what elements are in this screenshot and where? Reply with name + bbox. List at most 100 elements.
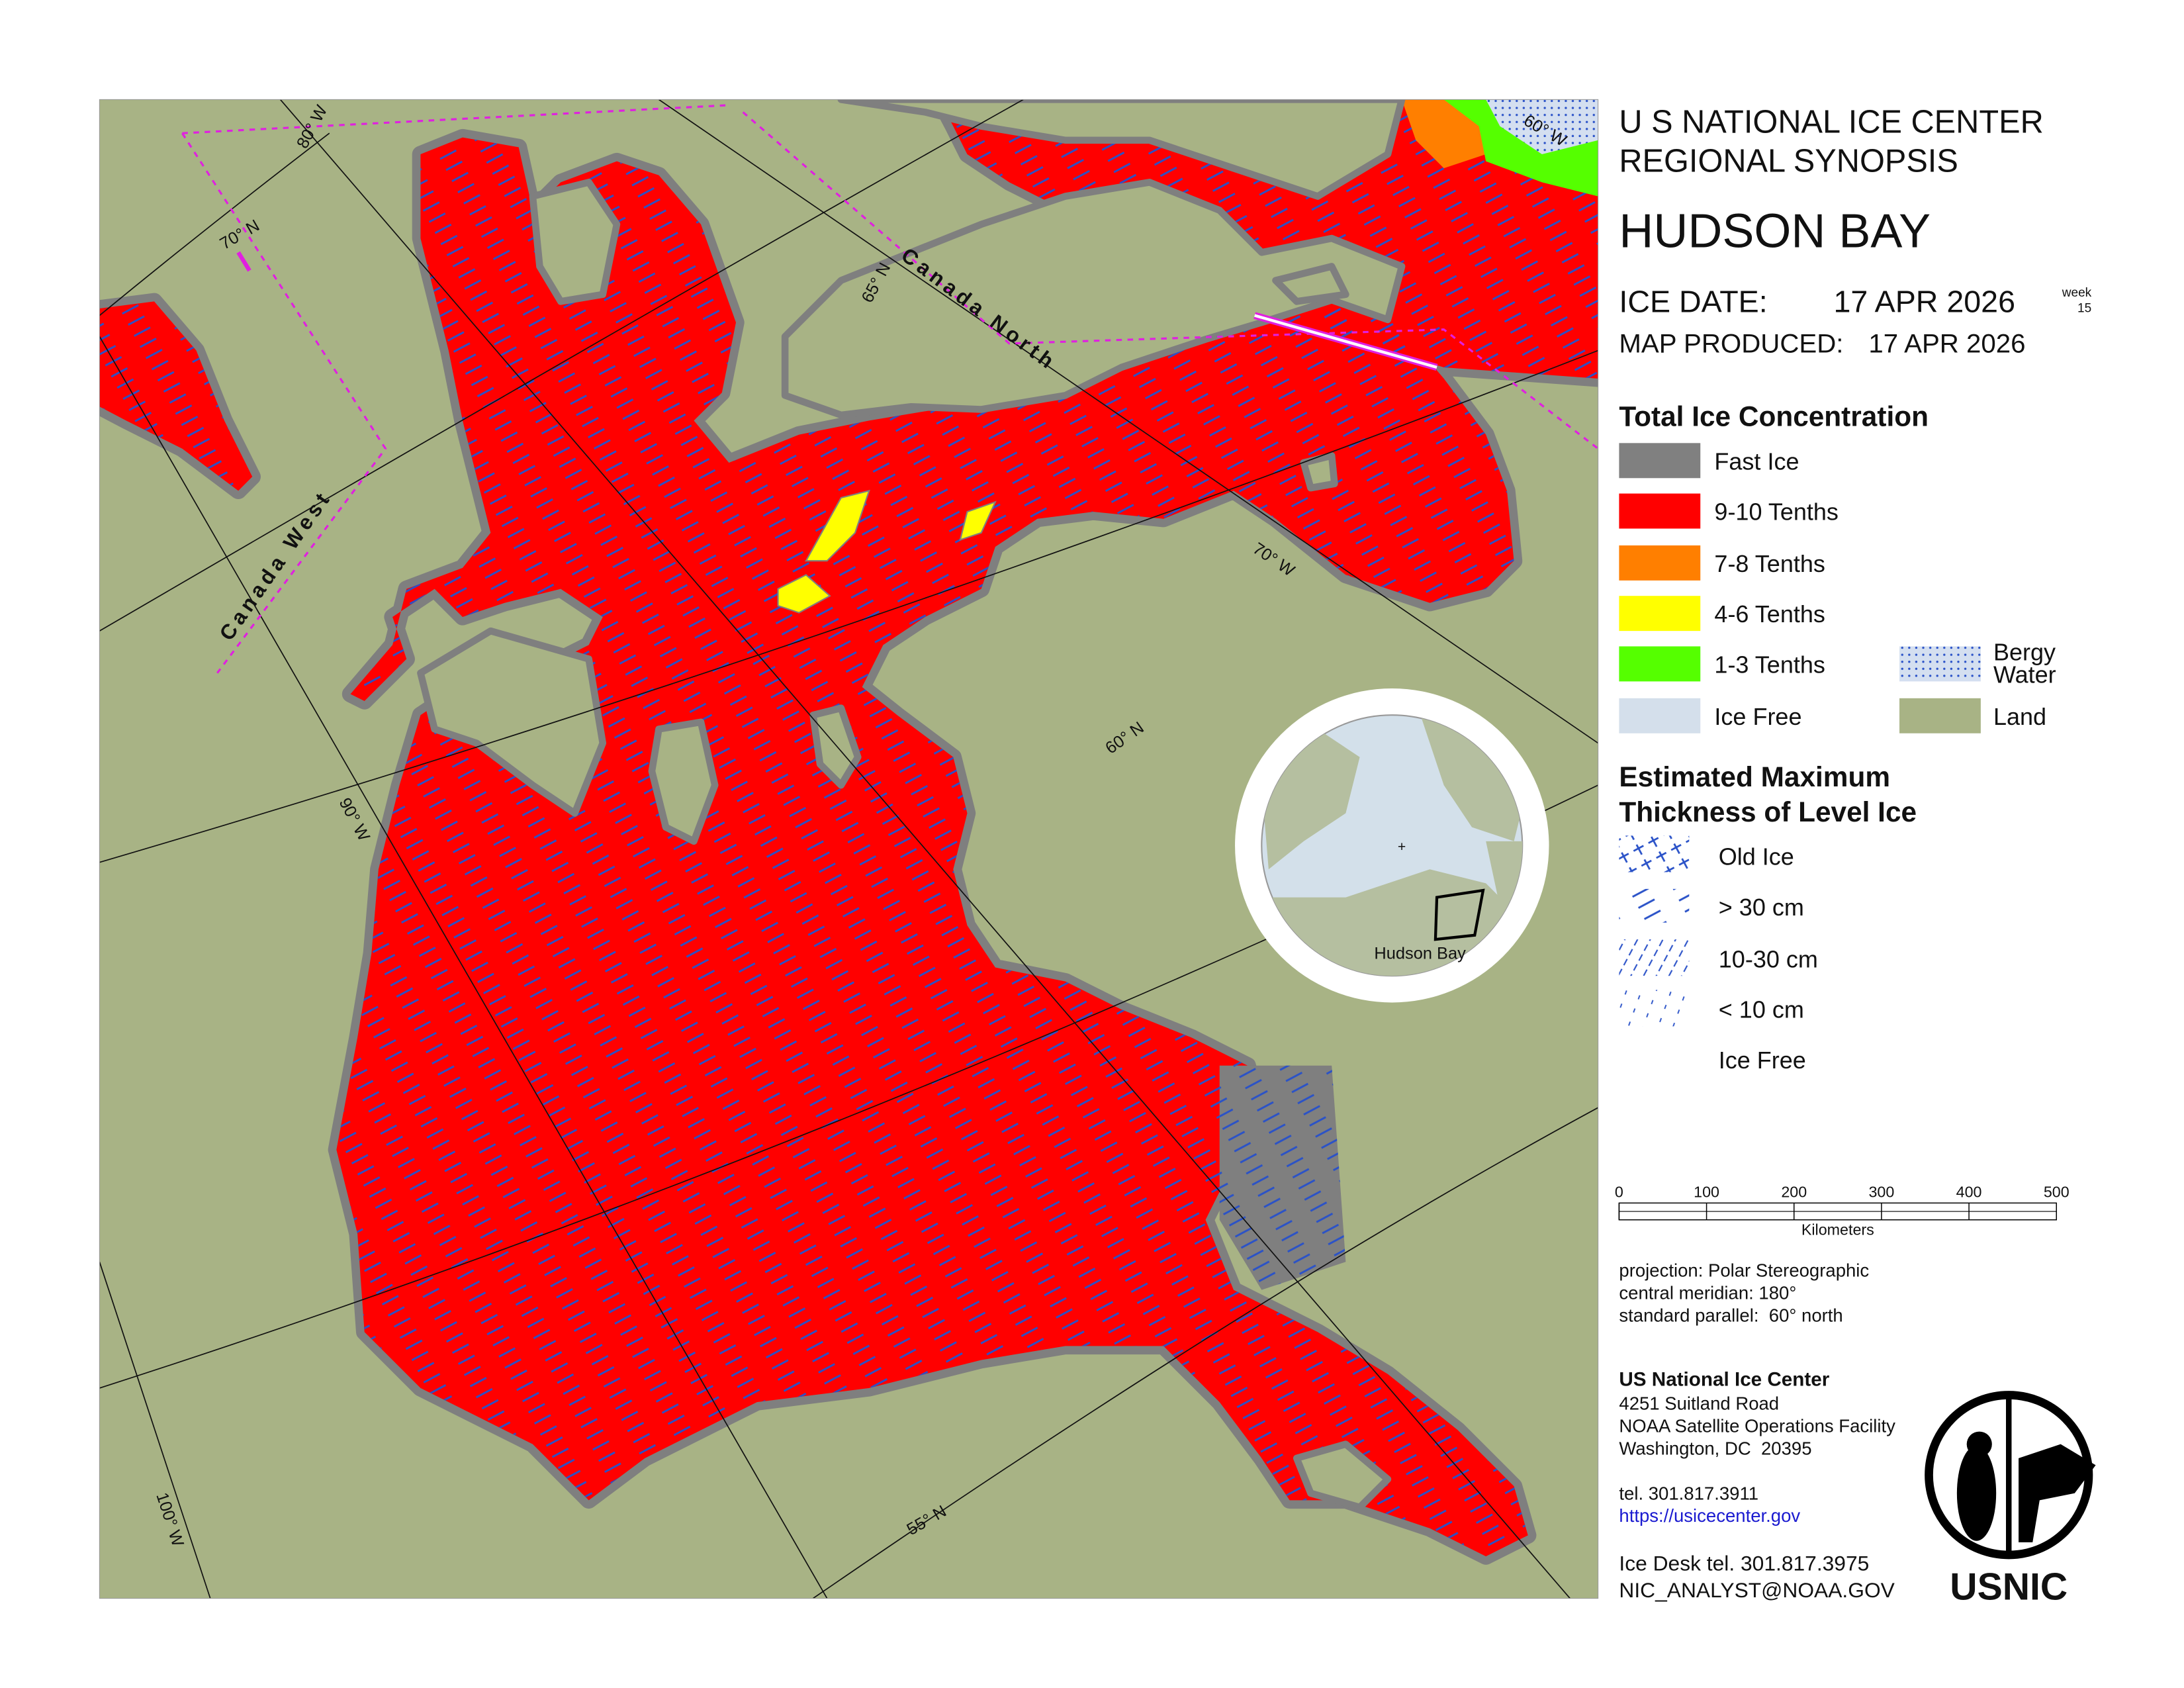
scale-tick-label: 300	[1868, 1183, 1894, 1200]
land-islands	[1272, 263, 1349, 305]
region-title: HUDSON BAY	[1619, 205, 1931, 258]
graticule	[99, 336, 828, 1599]
header: U S NATIONAL ICE CENTER REGIONAL SYNOPSI…	[1619, 104, 2091, 358]
inset-globe: + Hudson Bay	[1235, 688, 1549, 1003]
graticule	[99, 1262, 211, 1599]
legend-label: Ice Free	[1714, 703, 1801, 730]
land-islands	[648, 718, 719, 845]
pole-mark: +	[1398, 839, 1406, 855]
legend-label: 10-30 cm	[1719, 945, 1818, 972]
boundary-segment	[236, 251, 251, 272]
graticule	[99, 99, 1598, 1599]
logo-penguin	[1956, 1445, 1997, 1541]
legend-title: Thickness of Level Ice	[1619, 796, 1917, 827]
contact-url[interactable]: https://usicecenter.gov	[1619, 1505, 1800, 1526]
swatch	[1899, 646, 1981, 682]
logo: USNIC	[1925, 1391, 2096, 1609]
thickness-symbol	[1619, 990, 1690, 1027]
land-islands	[1300, 452, 1338, 492]
map: 80° W 70° N 65° N 70° W 60° N 90° W 100°…	[99, 99, 1598, 1599]
scale-tick-label: 0	[1615, 1183, 1623, 1200]
graticule	[659, 99, 1598, 744]
thickness-symbol	[1619, 835, 1690, 872]
thickness-symbol	[1619, 888, 1690, 923]
legend-label: Land	[1993, 703, 2046, 730]
map-produced: 17 APR 2026	[1868, 328, 2025, 358]
land-islands	[417, 627, 607, 817]
contact: US National Ice Center 4251 Suitland Roa…	[1619, 1369, 1895, 1602]
land-islands	[781, 179, 1406, 419]
scale-tick-label: 400	[1956, 1183, 1982, 1200]
ice-4-6	[777, 574, 831, 614]
ice-date-label: ICE DATE:	[1619, 284, 1767, 318]
contact-address: Washington, DC 20395	[1619, 1438, 1811, 1458]
swatch	[1619, 698, 1701, 733]
scale-tick-label: 500	[2044, 1183, 2070, 1200]
legend-label: 1-3 Tenths	[1714, 651, 1825, 678]
region-boundary	[182, 104, 729, 134]
week-label: week	[2062, 286, 2092, 300]
projection-line: standard parallel: 60° north	[1619, 1305, 1843, 1325]
bergy-water	[1486, 99, 1598, 154]
contact-name: US National Ice Center	[1619, 1369, 1829, 1391]
legend-label: Bergy	[1993, 638, 2056, 665]
ice-4-6	[777, 489, 997, 614]
thickness-symbol	[1619, 939, 1690, 976]
contact-address: 4251 Suitland Road	[1619, 1393, 1779, 1414]
legend-label: Fast Ice	[1714, 447, 1799, 475]
logo-text: USNIC	[1950, 1566, 2068, 1609]
legend-label: Water	[1993, 661, 2056, 688]
land-islands	[529, 179, 621, 305]
swatch	[1619, 545, 1701, 581]
legend-label: < 10 cm	[1719, 996, 1804, 1023]
scale-tick-label: 100	[1694, 1183, 1719, 1200]
scale-tick-label: 200	[1781, 1183, 1807, 1200]
scale-bar: Kilometers 0 100 200 300 400 500	[1615, 1183, 2070, 1238]
swatch	[1619, 493, 1701, 529]
legend-label: 7-8 Tenths	[1714, 550, 1825, 577]
legend-label: 9-10 Tenths	[1714, 498, 1838, 526]
projection-line: projection: Polar Stereographic	[1619, 1260, 1869, 1280]
ice-4-6	[805, 489, 870, 562]
logo-penguin-head	[1966, 1431, 1992, 1457]
globe-region-box	[1433, 888, 1485, 941]
projection-line: central meridian: 180°	[1619, 1282, 1796, 1303]
boundary-segment	[1254, 314, 1437, 369]
legend: Total Ice Concentration Fast Ice 9-10 Te…	[1619, 401, 2056, 1074]
graticule	[99, 132, 330, 316]
ice-7-8	[1402, 99, 1486, 169]
legend-label: Ice Free	[1719, 1047, 1806, 1074]
contact-address: NOAA Satellite Operations Facility	[1619, 1416, 1895, 1436]
globe-land	[1416, 715, 1523, 841]
legend-label: 4-6 Tenths	[1714, 600, 1825, 628]
agency: U S NATIONAL ICE CENTER	[1619, 104, 2043, 140]
graticule	[99, 350, 1598, 863]
swatch	[1619, 443, 1701, 479]
contact-tel: tel. 301.817.3911	[1619, 1483, 1758, 1503]
map-frame	[99, 99, 1599, 1599]
swatch	[1899, 698, 1981, 733]
land-islands	[1293, 1440, 1392, 1511]
globe-land	[1261, 869, 1523, 976]
contact-email: NIC_ANALYST@NOAA.GOV	[1619, 1578, 1895, 1602]
ice-date: 17 APR 2026	[1833, 284, 2015, 318]
legend-label: Old Ice	[1719, 843, 1794, 870]
region-boundary	[181, 132, 387, 674]
week: 15	[2077, 301, 2091, 315]
fast-ice-hatch	[1219, 1065, 1346, 1290]
region-boundary	[181, 104, 1598, 674]
swatch	[1619, 596, 1701, 632]
land-islands	[809, 704, 862, 789]
layout: 80° W 70° N 65° N 70° W 60° N 90° W 100°…	[99, 99, 2096, 1609]
graticule	[279, 99, 1570, 1599]
land-islands	[417, 99, 1406, 1511]
graticule	[99, 99, 1024, 632]
scale-unit: Kilometers	[1801, 1221, 1874, 1239]
graticule	[813, 1107, 1598, 1599]
legend-title: Estimated Maximum	[1619, 761, 1890, 792]
logo-bear	[2019, 1444, 2096, 1542]
inset-label: Hudson Bay	[1374, 944, 1466, 962]
ice-desk: Ice Desk tel. 301.817.3975	[1619, 1552, 1869, 1575]
swatch	[1619, 646, 1701, 682]
